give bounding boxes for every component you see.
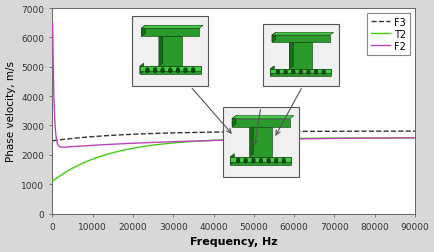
Line: F2: F2: [53, 24, 414, 148]
F2: [50, 23, 55, 26]
F2: [411, 137, 417, 140]
F3: [162, 132, 168, 135]
F3: [53, 139, 58, 142]
FancyBboxPatch shape: [262, 25, 338, 87]
Line: T2: T2: [53, 138, 414, 181]
F3: [160, 132, 165, 135]
T2: [50, 180, 55, 183]
F2: [161, 141, 166, 144]
T2: [162, 143, 168, 146]
FancyBboxPatch shape: [132, 17, 208, 87]
T2: [277, 138, 282, 141]
F2: [146, 141, 151, 144]
T2: [160, 143, 165, 146]
F3: [277, 131, 282, 134]
F2: [277, 138, 282, 141]
F2: [78, 145, 83, 148]
F2: [163, 141, 168, 144]
F2: [60, 146, 65, 149]
F2: [53, 129, 58, 132]
T2: [78, 163, 83, 166]
F3: [50, 140, 55, 143]
FancyBboxPatch shape: [222, 107, 298, 177]
F3: [411, 130, 417, 133]
Y-axis label: Phase velocity, m/s: Phase velocity, m/s: [6, 61, 16, 162]
Legend: F3, T2, F2: F3, T2, F2: [366, 14, 409, 55]
T2: [53, 178, 58, 181]
T2: [146, 145, 151, 148]
F3: [146, 133, 151, 136]
Line: F3: F3: [53, 132, 414, 141]
F3: [78, 137, 83, 140]
T2: [411, 137, 417, 140]
X-axis label: Frequency, Hz: Frequency, Hz: [190, 237, 277, 246]
